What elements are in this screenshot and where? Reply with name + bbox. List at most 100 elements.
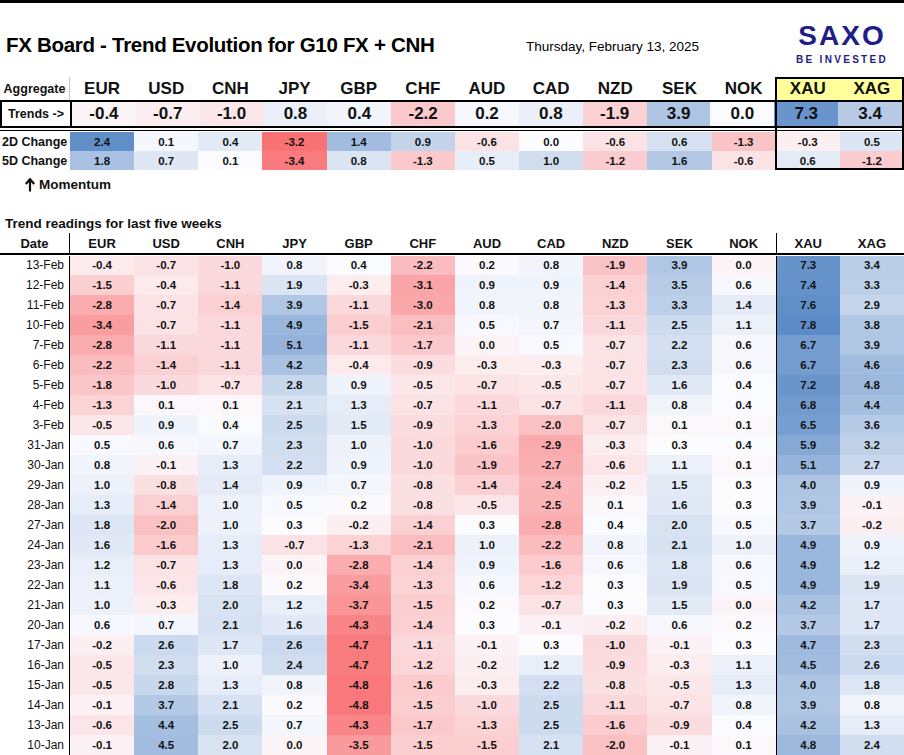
value-cell-cnh: -1.1 <box>198 275 262 295</box>
history-row-13-feb: 13-Feb-0.4-0.7-1.00.80.4-2.20.20.8-1.93.… <box>0 256 904 276</box>
value-cell-chf: -1.7 <box>391 335 455 355</box>
value-cell-sek: 2.0 <box>647 515 711 535</box>
value-cell-aud: -0.3 <box>455 355 519 375</box>
value-cell-nzd: -0.7 <box>583 375 647 395</box>
value-cell-aud: -0.5 <box>455 495 519 515</box>
value-cell-xag: 2.7 <box>840 455 904 475</box>
value-cell-cnh: 0.7 <box>198 435 262 455</box>
value-cell-sek: 0.1 <box>647 415 711 435</box>
value-cell-xag: 3.3 <box>840 275 904 295</box>
trend-cell-gbp: 0.4 <box>327 102 391 126</box>
history-row-21-jan: 21-Jan1.0-0.32.01.2-3.7-1.50.2-0.70.31.5… <box>0 595 904 615</box>
value-cell-cad: 0.3 <box>519 635 583 655</box>
value-cell-xau: 3.9 <box>776 695 840 715</box>
value-cell-jpy: -0.7 <box>262 535 326 555</box>
date-cell: 27-Jan <box>0 515 70 535</box>
trend-cell-jpy: 0.8 <box>264 102 328 126</box>
value-cell-usd: -0.7 <box>134 256 198 276</box>
value-cell-sek: 1.9 <box>647 575 711 595</box>
value-cell-aud: -1.6 <box>455 435 519 455</box>
value-cell-usd: -0.3 <box>134 595 198 615</box>
value-cell-nok: 1.3 <box>712 675 776 695</box>
value-cell-jpy: 3.9 <box>262 295 326 315</box>
value-cell-chf: -1.4 <box>391 615 455 635</box>
value-cell-nok: 0.4 <box>712 715 776 735</box>
trend-cell-xag: 3.4 <box>838 102 902 126</box>
trends-underline <box>0 130 904 131</box>
history-row-29-jan: 29-Jan1.0-0.81.40.90.7-0.8-1.4-2.4-0.21.… <box>0 475 904 495</box>
value-cell-sek: 3.5 <box>647 275 711 295</box>
value-cell-usd: -1.4 <box>134 495 198 515</box>
value-cell-eur: -0.6 <box>70 715 134 735</box>
date-cell: 4-Feb <box>0 395 70 415</box>
value-cell-xau: 4.9 <box>776 575 840 595</box>
value-cell-sek: 3.9 <box>647 256 711 276</box>
value-cell-gbp: -3.5 <box>327 735 391 755</box>
history-row-13-jan: 13-Jan-0.64.42.50.7-4.3-1.7-1.32.5-1.6-0… <box>0 715 904 735</box>
history-row-15-jan: 15-Jan-0.52.81.30.8-4.8-1.6-0.32.2-0.8-0… <box>0 675 904 695</box>
value-cell-cad: -2.8 <box>519 515 583 535</box>
value-cell-eur: 0.5 <box>70 435 134 455</box>
value-cell-jpy: 0.8 <box>262 675 326 695</box>
value-cell-cad: -0.7 <box>519 395 583 415</box>
value-cell-nok: 1.4 <box>712 295 776 315</box>
5d-change-cell-nok: -0.6 <box>712 151 776 170</box>
value-cell-nok: 0.1 <box>712 735 776 755</box>
date-cell: 17-Jan <box>0 635 70 655</box>
value-cell-gbp: -4.8 <box>327 695 391 715</box>
value-cell-chf: -0.9 <box>391 415 455 435</box>
value-cell-xag: 1.8 <box>840 675 904 695</box>
value-cell-chf: -1.0 <box>391 455 455 475</box>
value-cell-gbp: 0.7 <box>327 475 391 495</box>
page-title: FX Board - Trend Evolution for G10 FX + … <box>6 33 434 57</box>
aggregate-corner-label: Aggregate <box>0 77 70 100</box>
value-cell-sek: 2.2 <box>647 335 711 355</box>
value-cell-nzd: 0.8 <box>583 535 647 555</box>
value-cell-eur: -1.3 <box>70 395 134 415</box>
value-cell-xau: 5.1 <box>776 455 840 475</box>
history-header-jpy: JPY <box>262 233 326 253</box>
value-cell-gbp: 0.4 <box>327 256 391 276</box>
value-cell-cad: -2.0 <box>519 415 583 435</box>
2d-change-cell-gbp: 1.4 <box>327 132 391 151</box>
trend-cell-xau: 7.3 <box>774 102 838 126</box>
history-row-30-jan: 30-Jan0.8-0.11.32.20.9-1.0-1.9-2.7-0.61.… <box>0 455 904 475</box>
value-cell-jpy: 0.5 <box>262 495 326 515</box>
value-cell-nok: 0.5 <box>712 515 776 535</box>
value-cell-eur: 0.8 <box>70 455 134 475</box>
value-cell-usd: 2.6 <box>134 635 198 655</box>
value-cell-xau: 7.2 <box>776 375 840 395</box>
value-cell-nzd: 0.6 <box>583 555 647 575</box>
value-cell-jpy: 1.2 <box>262 595 326 615</box>
currency-header-nzd: NZD <box>583 77 647 100</box>
value-cell-aud: -1.4 <box>455 475 519 495</box>
value-cell-usd: -1.6 <box>134 535 198 555</box>
date-cell: 28-Jan <box>0 495 70 515</box>
date-cell: 11-Feb <box>0 295 70 315</box>
value-cell-eur: -1.5 <box>70 275 134 295</box>
date-cell: 16-Jan <box>0 655 70 675</box>
history-row-20-jan: 20-Jan0.60.72.11.6-4.3-1.40.3-0.1-0.20.6… <box>0 615 904 635</box>
value-cell-cad: -0.7 <box>519 595 583 615</box>
date-column-header: Date <box>0 233 70 253</box>
value-cell-xag: 0.9 <box>840 535 904 555</box>
value-cell-nok: 1.0 <box>712 535 776 555</box>
history-row-10-feb: 10-Feb-3.4-0.7-1.14.9-1.5-2.10.50.7-1.12… <box>0 315 904 335</box>
2d-change-cell-cad: 0.0 <box>519 132 583 151</box>
value-cell-chf: -3.1 <box>391 275 455 295</box>
value-cell-eur: 1.3 <box>70 495 134 515</box>
value-cell-aud: 0.2 <box>455 256 519 276</box>
value-cell-nok: 0.4 <box>712 375 776 395</box>
aggregate-trends-row: Trends ->-0.4-0.7-1.00.80.4-2.20.20.8-1.… <box>0 100 904 128</box>
momentum-label: Momentum <box>25 177 111 192</box>
value-cell-sek: 2.1 <box>647 535 711 555</box>
value-cell-eur: -0.5 <box>70 655 134 675</box>
2d-change-cell-xau: -0.3 <box>776 132 840 151</box>
value-cell-xau: 6.5 <box>776 415 840 435</box>
5d-change-cell-eur: 1.8 <box>70 151 134 170</box>
2d-change-cell-eur: 2.4 <box>70 132 134 151</box>
history-row-24-jan: 24-Jan1.6-1.61.3-0.7-1.3-2.11.0-2.20.82.… <box>0 535 904 555</box>
value-cell-nzd: 0.4 <box>583 515 647 535</box>
value-cell-gbp: -1.3 <box>327 535 391 555</box>
value-cell-gbp: -4.7 <box>327 655 391 675</box>
